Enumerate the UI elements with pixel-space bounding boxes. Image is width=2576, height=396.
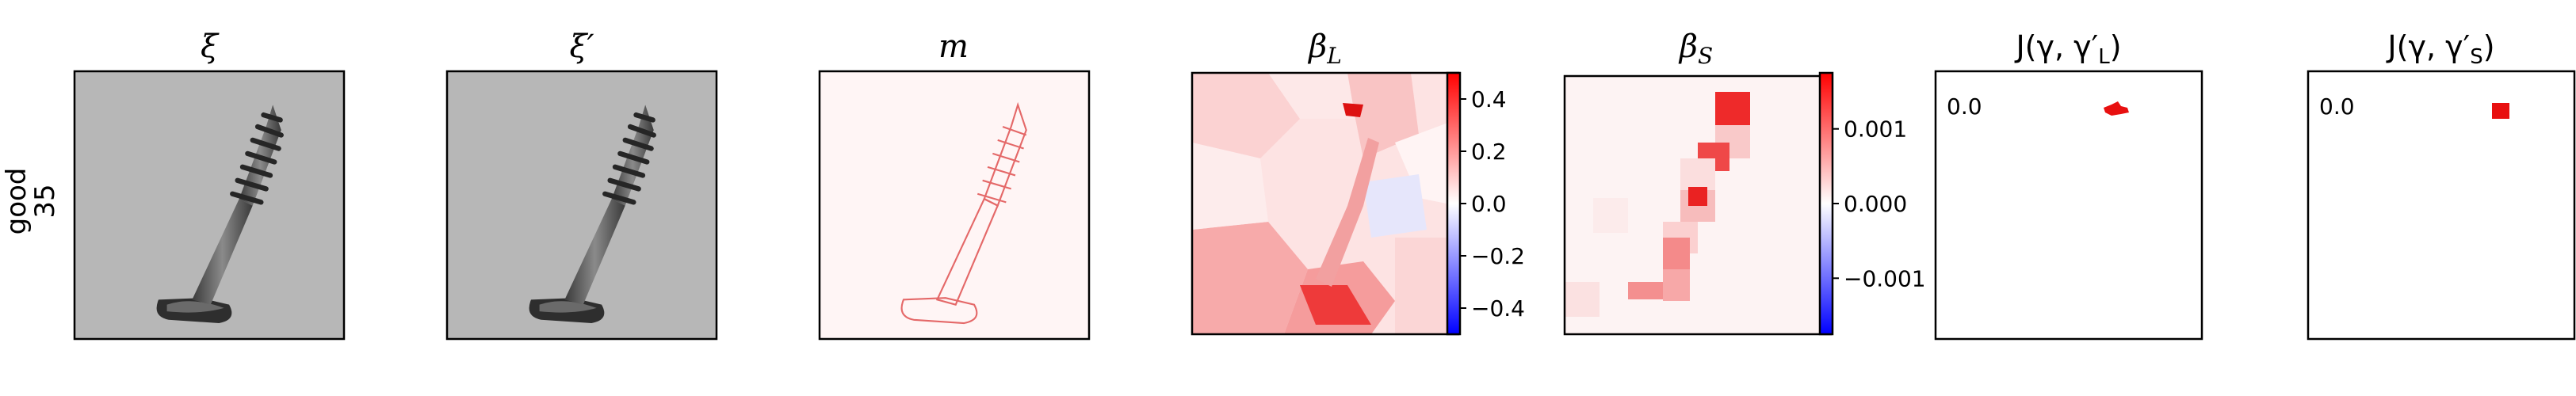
panel-xi-prime-title: ξ′ [569,29,594,65]
panel-j-l-value: 0.0 [1947,93,1982,120]
colorbar-beta-s: 0.001 0.000 −0.001 [1818,71,1926,336]
panel-j-l-frame [1934,70,2203,341]
panel-xi: ξ [73,29,346,341]
colorbar-beta-l-ticks: 0.4 0.2 0.0 −0.2 −0.4 [1460,86,1525,322]
panel-j-s-value: 0.0 [2319,93,2355,120]
panel-m-screw-outline [900,101,1027,325]
panel-beta-s-title: βS [1678,29,1713,69]
panel-xi-prime-frame [445,70,718,341]
colorbar-beta-s-tick-label: 0.000 [1844,191,1907,217]
colorbar-beta-l-tick-label: 0.0 [1471,191,1507,217]
panel-j-s: J(γ, γ′S) 0.0 [2307,29,2576,341]
row-label: good 35 [1,168,61,235]
colorbar-beta-l-gradient [1447,73,1460,334]
panel-j-s-blob [2492,103,2509,119]
panel-xi-prime: ξ′ [445,29,718,341]
panel-beta-l-title: βL [1307,29,1342,69]
colorbar-beta-l-tick-label: 0.2 [1471,139,1507,165]
panel-j-l-blob [2104,101,2129,116]
panel-j-l-image [1936,71,2202,339]
colorbar-beta-s-gradient [1820,73,1833,334]
panel-m: m [818,29,1091,341]
panel-j-l-title: J(γ, γ′L) [2014,29,2121,69]
panel-m-image [820,71,1089,339]
colorbar-beta-s-ticks: 0.001 0.000 −0.001 [1833,116,1926,291]
panel-xi-title: ξ [201,29,220,65]
colorbar-beta-s-tick-label: −0.001 [1844,265,1926,291]
panel-xi-frame [73,70,346,341]
panel-m-frame [818,70,1091,341]
panel-beta-l-regions [1192,73,1458,334]
panel-beta-s: βS 0.001 0.000 −0.001 [1563,29,1926,336]
panel-j-s-frame [2307,70,2576,341]
row-label-line1: good [1,168,32,235]
panel-j-l: J(γ, γ′L) 0.0 [1934,29,2203,341]
colorbar-beta-s-tick-label: 0.001 [1844,116,1907,143]
panel-j-s-title: J(γ, γ′S) [2386,29,2494,69]
panel-beta-l: βL 0.4 0.2 0.0 −0.2 −0.4 [1191,29,1525,336]
colorbar-beta-l-tick-label: 0.4 [1471,86,1507,112]
colorbar-beta-l: 0.4 0.2 0.0 −0.2 −0.4 [1446,71,1525,336]
row-label-line2: 35 [29,184,61,218]
colorbar-beta-l-tick-label: −0.4 [1471,295,1525,322]
colorbar-beta-l-tick-label: −0.2 [1471,243,1525,269]
panel-m-title: m [938,29,969,65]
panel-j-s-image [2308,71,2574,339]
panel-beta-s-grid [1565,92,1750,317]
